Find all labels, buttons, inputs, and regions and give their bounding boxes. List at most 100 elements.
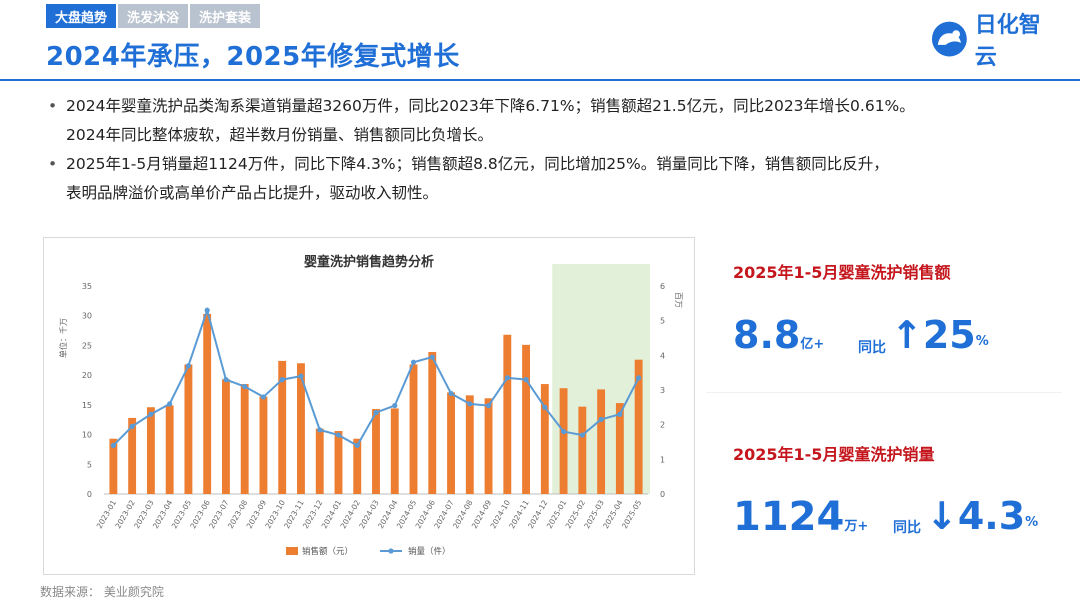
sales-trend-chart: 婴童洗护销售趋势分析 0 5 10 15 20 25 30 35 0 1 2 3 4 5 6 单位：千万 百万 20… (43, 237, 695, 575)
point-volume (148, 411, 154, 417)
y-right-tick-label: 6 (660, 282, 665, 291)
point-volume (410, 359, 417, 365)
logo-text: 日化智云 (974, 13, 1041, 70)
chart-title: 婴童洗护销售趋势分析 (304, 254, 434, 270)
bar-sales (278, 360, 287, 494)
point-volume (223, 377, 229, 383)
bar-sales (128, 417, 137, 494)
y-left-tick-label: 35 (82, 282, 92, 291)
y-left-tick-label: 20 (82, 371, 92, 380)
kpi-volume-title: 2025年1-5月婴童洗护销量 (733, 445, 935, 464)
bar-sales (615, 403, 624, 494)
bar-sales (503, 334, 512, 494)
y-left-tick-label: 25 (82, 341, 92, 350)
point-volume (617, 411, 623, 417)
kpi-volume-value-wrap: 1124万+ (733, 494, 868, 540)
bar-sales (559, 388, 568, 494)
point-volume (485, 403, 492, 409)
bullet-line: 2025年1-5月销量超1124万件，同比下降4.3%；销售额超8.8亿元，同比… (66, 155, 889, 173)
tab-market-trend[interactable]: 大盘趋势 (46, 4, 117, 28)
point-volume (429, 354, 435, 360)
bar-sales (540, 384, 549, 494)
y-right-tick-label: 3 (660, 386, 665, 395)
point-volume (298, 373, 304, 379)
bar-sales (109, 438, 118, 494)
point-volume (560, 429, 567, 435)
kpi-volume-yoy-unit: % (1025, 515, 1039, 530)
bar-sales (315, 428, 324, 494)
bar-sales (465, 395, 474, 494)
bar-sales (597, 389, 606, 494)
kpi-sales-title: 2025年1-5月婴童洗护销售额 (733, 263, 951, 282)
brand-logo: 日化智云 (930, 13, 1060, 70)
bar-sales (334, 431, 343, 494)
kpi-volume-value: 1124 (733, 494, 845, 540)
point-volume (523, 377, 529, 383)
y-left-tick-label: 15 (82, 401, 92, 410)
tab-bar: 大盘趋势 洗发沐浴 洗护套装 (46, 4, 262, 28)
legend-volume-label: 销量（件） (408, 546, 451, 557)
point-volume (579, 432, 585, 438)
point-volume (260, 394, 267, 400)
y-left-tick-label: 5 (87, 460, 92, 469)
y-left-tick-label: 10 (82, 431, 92, 440)
kpi-sales-yoy: ↑ 25% (891, 313, 989, 357)
cloud-logo-icon (931, 21, 967, 57)
bar-sales (578, 406, 587, 494)
legend-volume-marker (388, 548, 394, 554)
point-volume (598, 416, 604, 423)
kpi-divider (706, 392, 1062, 393)
chart-svg: 婴童洗护销售趋势分析051015202530350123456单位：千万百万20… (58, 254, 683, 557)
kpi-sales-yoy-unit: % (975, 334, 989, 349)
point-volume (335, 432, 342, 438)
y-right-tick-label: 0 (660, 490, 665, 499)
bar-sales (634, 359, 643, 494)
bullet-line: 2024年婴童洗护品类淘系渠道销量超3260万件，同比2023年下降6.71%；… (66, 97, 915, 115)
bar-sales (428, 351, 437, 494)
bar-sales (203, 313, 212, 494)
bar-sales (221, 379, 230, 494)
tab-care-sets[interactable]: 洗护套装 (190, 4, 261, 28)
bar-sales (184, 364, 193, 494)
bar-sales (297, 363, 305, 494)
bullet-item: 2025年1-5月销量超1124万件，同比下降4.3%；销售额超8.8亿元，同比… (46, 150, 1056, 208)
y-left-axis-label: 单位：千万 (58, 318, 68, 358)
bullet-item: 2024年婴童洗护品类淘系渠道销量超3260万件，同比2023年下降6.71%；… (46, 92, 1056, 150)
data-source: 数据来源： 美业颜究院 (40, 585, 164, 599)
bar-sales (447, 392, 455, 494)
arrow-down-icon: ↓ (926, 494, 958, 538)
kpi-volume-unit: 万+ (844, 519, 869, 534)
bar-sales (353, 438, 362, 494)
point-volume (504, 375, 510, 381)
bar-sales (259, 396, 268, 494)
arrow-up-icon: ↑ (891, 313, 923, 357)
y-right-tick-label: 2 (660, 421, 665, 430)
point-volume (242, 383, 248, 390)
y-left-tick-label: 0 (87, 490, 92, 499)
kpi-sales-value-wrap: 8.8亿+ (733, 313, 824, 357)
kpi-volume-yoy-value: 4.3 (957, 494, 1026, 538)
bullet-line: 2024年同比整体疲软，超半数月份销量、销售额同比负增长。 (66, 126, 493, 144)
kpi-sales-yoy-label: 同比 (858, 340, 886, 356)
kpi-sales-unit: 亿+ (800, 337, 825, 352)
y-right-axis-label: 百万 (674, 292, 683, 308)
kpi-volume-yoy: ↓ 4.3% (926, 494, 1038, 538)
point-volume (317, 427, 323, 433)
bar-sales (484, 398, 493, 494)
point-volume (354, 442, 360, 449)
bar-sales (409, 364, 418, 494)
bar-sales (165, 405, 174, 494)
kpi-volume-yoy-label: 同比 (893, 520, 921, 536)
y-left-tick-label: 30 (82, 312, 92, 321)
y-right-tick-label: 1 (660, 455, 665, 464)
bar-sales (146, 407, 155, 494)
summary-bullets: 2024年婴童洗护品类淘系渠道销量超3260万件，同比2023年下降6.71%；… (46, 92, 1056, 208)
kpi-sales-value: 8.8 (733, 313, 801, 357)
page-title: 2024年承压，2025年修复式增长 (46, 42, 460, 72)
point-volume (167, 401, 173, 407)
bullet-line: 表明品牌溢价或高单价产品占比提升，驱动收入韧性。 (66, 184, 439, 202)
point-volume (448, 390, 454, 397)
legend-sales-label: 销售额（元） (302, 546, 353, 557)
tab-shampoo-bath[interactable]: 洗发沐浴 (118, 4, 189, 28)
bar-sales (372, 409, 380, 494)
